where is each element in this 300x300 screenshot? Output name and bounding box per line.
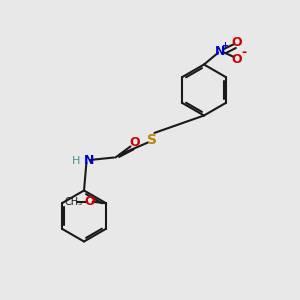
Text: +: +: [221, 41, 228, 50]
Text: O: O: [84, 195, 95, 208]
Text: CH₃: CH₃: [64, 197, 82, 207]
Text: N: N: [84, 154, 94, 167]
Text: -: -: [241, 46, 246, 59]
Text: S: S: [146, 133, 157, 146]
Text: O: O: [232, 36, 242, 49]
Text: O: O: [130, 136, 140, 149]
Text: N: N: [215, 44, 226, 58]
Text: O: O: [232, 53, 242, 66]
Text: H: H: [72, 155, 80, 166]
